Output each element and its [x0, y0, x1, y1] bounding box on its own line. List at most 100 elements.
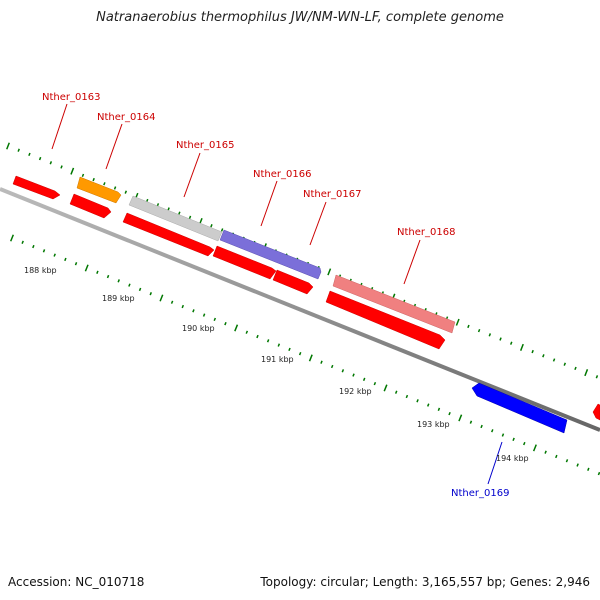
minor-tick — [587, 467, 590, 471]
major-tick — [532, 444, 537, 452]
major-tick — [327, 268, 332, 276]
scale-label: 191 kbp — [261, 355, 294, 364]
minor-tick — [210, 224, 213, 228]
minor-tick — [531, 349, 534, 354]
minor-tick — [103, 182, 106, 186]
minor-tick — [501, 433, 505, 437]
minor-tick — [426, 403, 430, 407]
gene-arrow-0165b[interactable] — [122, 212, 215, 257]
minor-tick — [167, 207, 170, 211]
minor-tick — [92, 177, 95, 182]
minor-tick — [277, 343, 281, 347]
minor-tick — [149, 292, 152, 296]
map-title: Natranaerobius thermophilus JW/NM-WN-LF,… — [96, 10, 504, 25]
minor-tick — [178, 211, 181, 215]
scale-label: 188 kbp — [24, 266, 57, 275]
minor-tick — [288, 347, 291, 352]
minor-tick — [81, 173, 85, 178]
minor-tick — [576, 463, 579, 467]
major-tick — [383, 384, 388, 392]
major-tick — [70, 167, 75, 175]
minor-tick — [595, 375, 599, 379]
gene-arrows[interactable] — [12, 175, 600, 434]
minor-tick — [21, 240, 24, 244]
gene-arrow-edge[interactable] — [592, 403, 600, 421]
minor-tick — [597, 471, 600, 476]
major-tick — [519, 343, 524, 351]
minor-tick — [330, 364, 334, 369]
minor-tick — [448, 411, 451, 416]
minor-tick — [181, 304, 185, 309]
minor-tick — [53, 253, 56, 257]
gene-arrow-0168-pink[interactable] — [332, 274, 456, 334]
minor-tick — [202, 313, 206, 317]
gene-arrow-0167[interactable] — [272, 269, 314, 295]
gene-arrow-0164b[interactable] — [69, 193, 112, 219]
minor-tick — [28, 152, 31, 157]
minor-tick — [509, 341, 513, 345]
minor-tick — [394, 390, 398, 394]
gene-arrow-0163a[interactable] — [12, 175, 61, 200]
scale-label: 190 kbp — [182, 324, 215, 333]
gene-arrow-0166-purple[interactable] — [219, 229, 322, 280]
minor-tick — [405, 394, 409, 399]
minor-tick — [32, 244, 35, 249]
inner-tick-ring — [10, 234, 600, 476]
minor-tick — [245, 330, 249, 334]
minor-tick — [256, 334, 259, 339]
gene-label[interactable]: Nther_0163 — [42, 92, 100, 103]
minor-tick — [491, 429, 494, 433]
gene-label[interactable]: Nther_0167 — [303, 189, 361, 200]
gene-arrow-0164-orange[interactable] — [76, 176, 122, 204]
gene-arrow-0169-blue[interactable] — [471, 382, 568, 434]
minor-tick — [192, 309, 195, 313]
major-tick — [234, 324, 239, 332]
minor-tick — [499, 337, 502, 341]
scale-label: 194 kbp — [496, 454, 529, 463]
minor-tick — [352, 373, 355, 377]
minor-tick — [49, 161, 53, 165]
major-tick — [584, 369, 589, 377]
minor-tick — [544, 450, 547, 454]
scale-label: 192 kbp — [339, 387, 372, 396]
gene-arrow-0168b[interactable] — [325, 290, 446, 350]
minor-tick — [565, 459, 569, 463]
gene-label[interactable]: Nther_0169 — [451, 488, 509, 499]
minor-tick — [416, 399, 419, 403]
gene-label[interactable]: Nther_0165 — [176, 140, 234, 151]
minor-tick — [170, 300, 174, 304]
minor-tick — [42, 249, 46, 253]
minor-tick — [117, 279, 120, 283]
major-tick — [84, 264, 89, 272]
minor-tick — [469, 420, 473, 424]
minor-tick — [480, 424, 483, 429]
minor-tick — [138, 287, 142, 292]
major-tick — [308, 354, 313, 362]
minor-tick — [574, 366, 577, 371]
gene-label[interactable]: Nther_0166 — [253, 169, 311, 180]
minor-tick — [341, 369, 345, 373]
minor-tick — [220, 228, 224, 232]
minor-tick — [38, 156, 42, 161]
genome-backbone — [0, 187, 600, 432]
gene-label[interactable]: Nther_0168 — [397, 227, 455, 238]
minor-tick — [74, 262, 78, 266]
gene-arrow-0166b[interactable] — [212, 245, 277, 280]
major-tick — [10, 234, 14, 242]
minor-tick — [113, 186, 117, 190]
minor-tick — [437, 407, 441, 412]
gene-label[interactable]: Nther_0164 — [97, 112, 155, 123]
major-tick — [159, 294, 164, 302]
minor-tick — [555, 454, 558, 459]
gene-arrow-0165-gray[interactable] — [128, 195, 223, 242]
minor-tick — [64, 257, 67, 262]
minor-tick — [17, 148, 20, 152]
minor-tick — [213, 317, 217, 322]
minor-tick — [552, 358, 556, 362]
major-tick — [455, 318, 460, 326]
minor-tick — [266, 339, 270, 343]
minor-tick — [106, 274, 110, 279]
major-tick — [458, 414, 463, 422]
minor-tick — [320, 360, 323, 364]
